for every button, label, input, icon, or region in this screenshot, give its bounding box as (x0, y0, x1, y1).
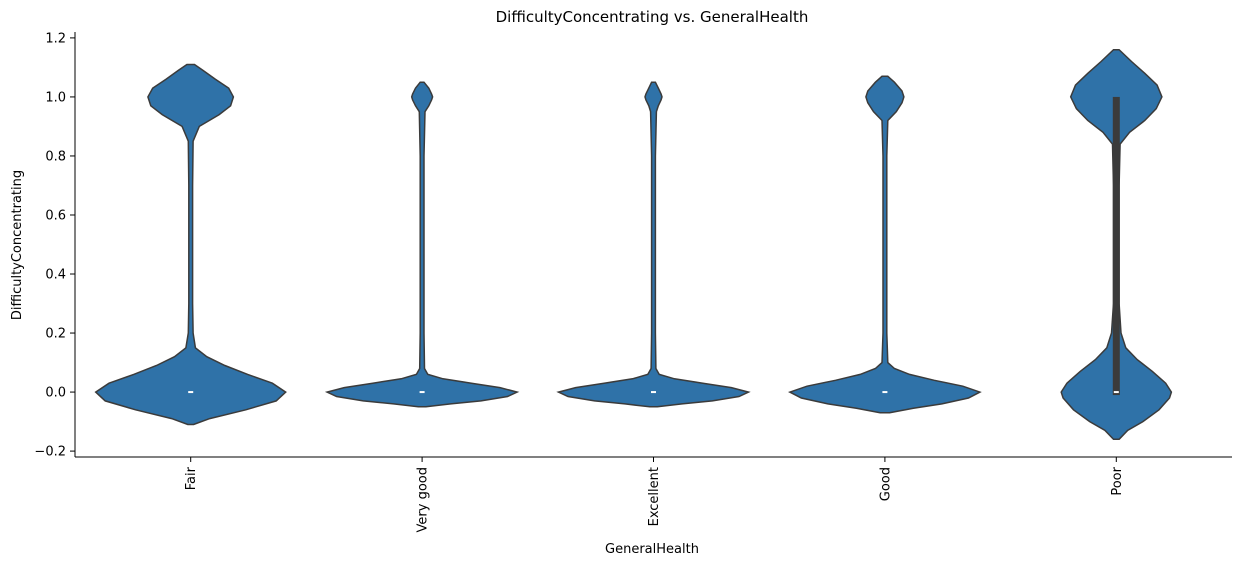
y-tick-label: 0.4 (45, 268, 66, 283)
x-axis: Fair Very good Excellent Good Poor (184, 457, 1125, 532)
violin-fair (94, 63, 287, 426)
violin-excellent (556, 81, 751, 408)
violin-good (788, 75, 982, 414)
median-marker-excellent (651, 391, 656, 394)
violin-layer (94, 48, 1173, 441)
y-tick-label: 0.0 (45, 386, 66, 401)
median-marker-fair (188, 391, 194, 394)
x-tick-label-fair: Fair (184, 466, 199, 490)
iqr-box-poor (1112, 96, 1120, 393)
x-tick-label-poor: Poor (1110, 466, 1125, 495)
median-marker-very-good (419, 391, 425, 394)
x-tick-label-very-good: Very good (416, 467, 431, 532)
y-axis: −0.2 0.0 0.2 0.4 0.6 0.8 1.0 1.2 (34, 31, 75, 460)
median-marker-poor (1113, 391, 1119, 394)
y-tick-label: 0.8 (45, 149, 66, 164)
violin-very-good (324, 81, 520, 408)
y-tick-label: −0.2 (34, 445, 66, 460)
x-tick-label-excellent: Excellent (647, 467, 662, 526)
chart-title: DifficultyConcentrating vs. GeneralHealt… (496, 8, 809, 26)
x-axis-label: GeneralHealth (605, 542, 699, 557)
y-axis-label: DifficultyConcentrating (10, 170, 25, 320)
y-tick-label: 1.0 (45, 90, 66, 105)
median-marker-good (882, 391, 888, 394)
y-tick-label: 1.2 (45, 31, 66, 46)
y-tick-label: 0.6 (45, 208, 66, 223)
x-tick-label-good: Good (878, 467, 893, 501)
y-tick-label: 0.2 (45, 327, 66, 342)
